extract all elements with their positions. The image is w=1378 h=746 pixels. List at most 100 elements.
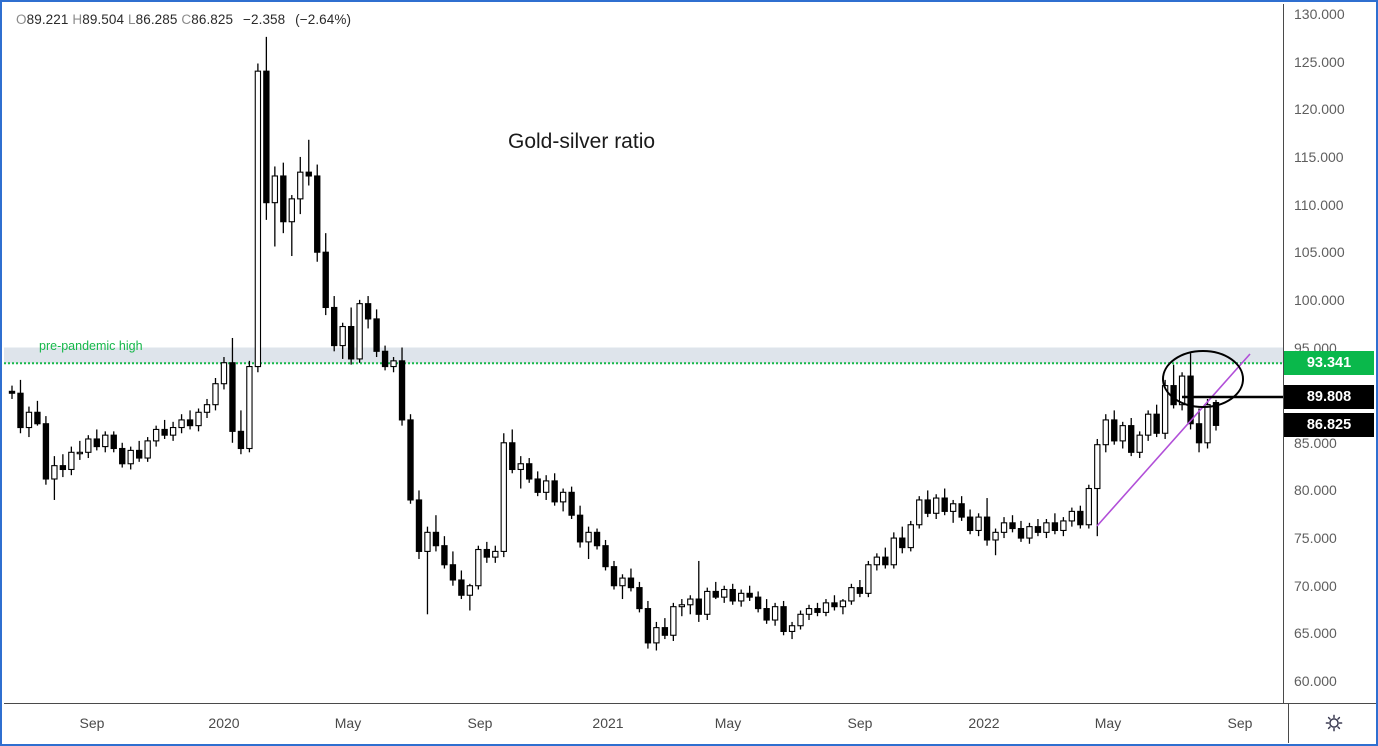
candle-body	[542, 480, 550, 493]
candle-body	[899, 537, 906, 549]
candle-body	[1128, 425, 1135, 453]
high-value: 89.504	[82, 12, 125, 27]
candle-body	[958, 503, 965, 518]
pre-pandemic-high-zone	[4, 347, 1288, 364]
candle-body	[271, 175, 279, 204]
high-label: H	[72, 12, 83, 27]
candle-body	[1102, 419, 1109, 446]
candle-body	[949, 503, 957, 512]
candle-body	[941, 497, 948, 512]
candle-body	[93, 438, 100, 448]
candle-body	[263, 70, 270, 204]
candle-body	[119, 447, 126, 465]
candle-body	[1111, 419, 1118, 442]
candle-body	[68, 451, 75, 471]
candle-body	[882, 556, 889, 566]
trendline-annotation[interactable]	[1096, 353, 1251, 527]
axis-divider	[1288, 704, 1289, 743]
candle-body	[721, 588, 728, 598]
candle-body	[534, 478, 541, 493]
close-label: C	[181, 12, 192, 27]
candle-body	[76, 451, 84, 455]
candle-body	[59, 465, 67, 471]
candle-body	[356, 303, 363, 360]
gear-icon[interactable]	[1321, 710, 1347, 736]
candle-body	[754, 596, 762, 610]
ellipse-annotation[interactable]	[1162, 350, 1244, 408]
candle-body	[475, 548, 482, 587]
candle-body	[85, 438, 92, 453]
candle-body	[746, 592, 753, 598]
open-value: 89.221	[26, 12, 69, 27]
price-tick-label: 115.000	[1294, 148, 1344, 165]
candle-body	[644, 608, 652, 644]
candle-body	[1094, 444, 1101, 490]
candle-body	[373, 318, 380, 352]
candle-body	[212, 383, 219, 406]
candle-body	[1204, 404, 1211, 444]
candle-body	[1068, 510, 1076, 522]
time-tick-label: Sep	[847, 715, 873, 731]
candle-series	[8, 36, 1220, 651]
candle-body	[322, 251, 329, 309]
candle-body	[229, 362, 236, 432]
candle-body	[992, 531, 999, 541]
candle-body	[848, 587, 855, 602]
chart-title: Gold-silver ratio	[508, 130, 656, 153]
candle-body	[1136, 434, 1143, 453]
candle-body	[1060, 520, 1067, 531]
candle-body	[822, 602, 830, 613]
candle-body	[127, 449, 134, 465]
candle-body	[186, 419, 194, 427]
time-tick-label: Sep	[1227, 715, 1253, 731]
candle-body	[1034, 526, 1042, 533]
candle-body	[661, 627, 669, 636]
price-tick-label: 105.000	[1294, 244, 1345, 261]
candle-body	[916, 499, 923, 526]
time-tick-label: May	[1094, 715, 1122, 731]
candle-body	[178, 419, 185, 429]
candle-body	[305, 171, 312, 177]
candle-body	[890, 537, 897, 566]
last-price-badge[interactable]: 86.825	[1284, 413, 1374, 438]
candle-body	[381, 350, 389, 368]
candle-body	[339, 325, 346, 347]
candle-body	[1009, 522, 1016, 530]
change-percent: (−2.64%)	[295, 12, 352, 27]
candle-body	[280, 175, 287, 223]
candle-body	[1178, 375, 1186, 406]
price-tick-label: 120.000	[1294, 101, 1345, 118]
candle-body	[237, 430, 245, 450]
price-tick-label: 110.000	[1294, 196, 1344, 213]
candle-body	[763, 608, 770, 621]
crosshair-price-badge[interactable]: 89.808	[1284, 384, 1374, 409]
time-axis[interactable]: Sep 2020 May Sep 2021 May Sep 2022 May Sep	[4, 703, 1376, 743]
price-tick-label: 65.000	[1294, 625, 1337, 642]
resistance-level-badge[interactable]: 93.341	[1284, 351, 1374, 376]
candle-body	[585, 531, 592, 543]
candle-body	[873, 556, 881, 566]
candle-body	[933, 497, 940, 514]
chart-plot-area[interactable]	[4, 4, 1288, 707]
candle-body	[441, 545, 448, 566]
open-label: O	[16, 12, 27, 27]
candle-body	[102, 434, 109, 448]
candle-body	[424, 531, 431, 552]
gear-icon-glyph	[1325, 714, 1343, 732]
time-tick-label: Sep	[79, 715, 105, 731]
price-axis[interactable]: 130.000 125.000 120.000 115.000 110.000 105.0…	[1283, 4, 1374, 707]
candle-body	[788, 625, 796, 633]
candle-body	[814, 608, 821, 613]
time-tick-label: May	[334, 715, 362, 731]
candle-body	[136, 449, 143, 459]
candle-body	[576, 514, 584, 543]
candle-body	[593, 531, 601, 547]
candle-body	[144, 440, 151, 459]
candle-body	[729, 588, 736, 602]
candle-body	[25, 411, 33, 429]
candle-body	[771, 606, 779, 621]
candle-body	[704, 590, 711, 615]
low-value: 86.285	[135, 12, 178, 27]
candle-body	[797, 613, 804, 627]
candle-body	[1170, 385, 1177, 406]
